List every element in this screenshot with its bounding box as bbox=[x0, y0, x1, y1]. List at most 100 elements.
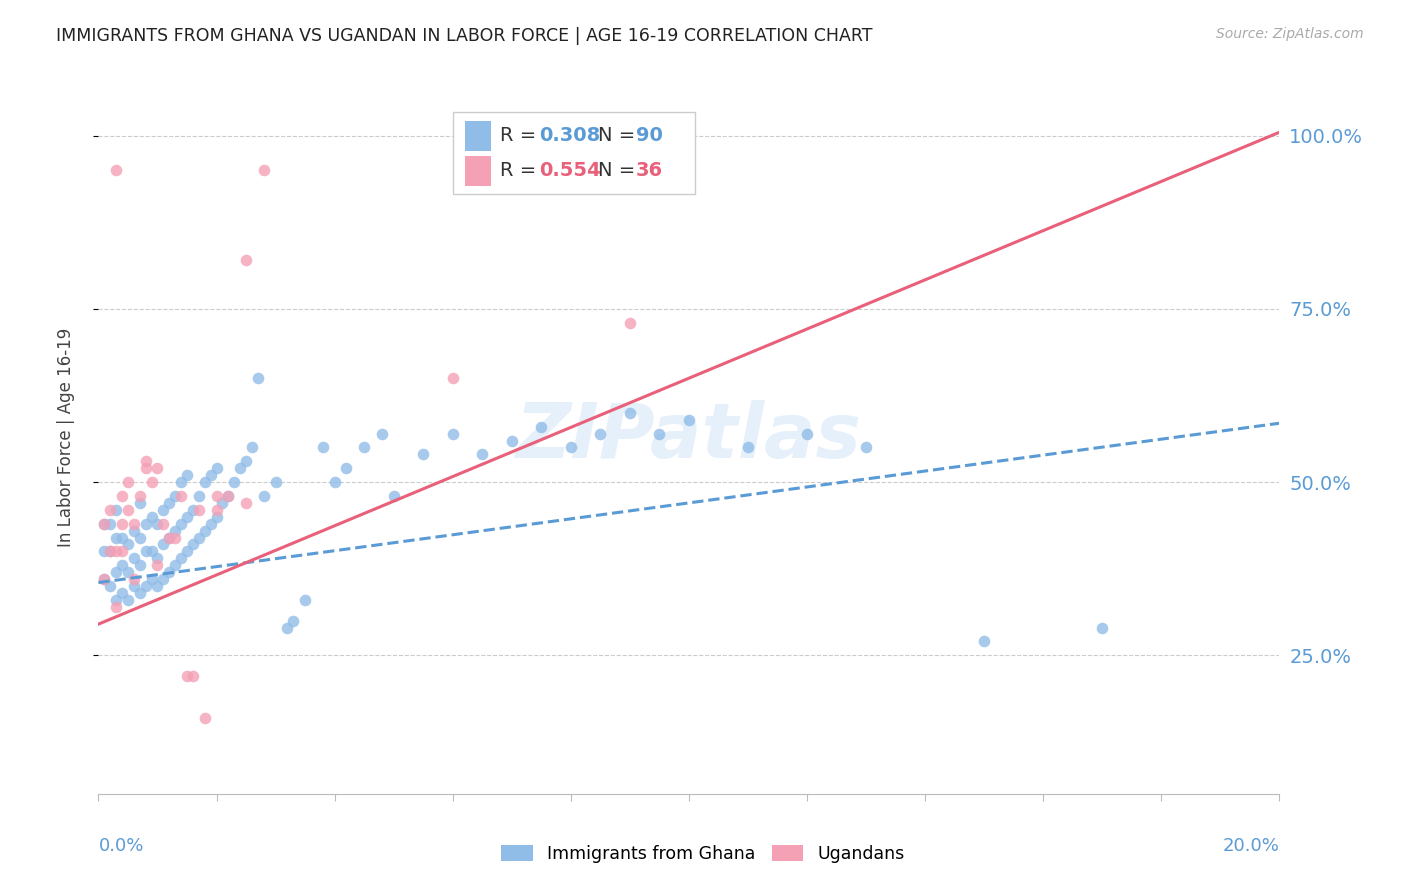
Point bbox=[128, 496, 150, 510]
Point bbox=[141, 475, 163, 489]
Text: 0.554: 0.554 bbox=[538, 161, 600, 180]
Point bbox=[122, 516, 145, 531]
Point bbox=[441, 371, 464, 385]
Point bbox=[205, 509, 228, 524]
Point bbox=[530, 419, 553, 434]
Point bbox=[323, 475, 346, 489]
Text: R =: R = bbox=[501, 161, 543, 180]
Point bbox=[135, 579, 157, 593]
Point bbox=[165, 531, 187, 545]
Point bbox=[117, 537, 139, 551]
Point bbox=[253, 489, 276, 503]
Point bbox=[98, 503, 121, 517]
Text: 0.0%: 0.0% bbox=[98, 837, 143, 855]
Point bbox=[412, 447, 434, 461]
Point bbox=[619, 316, 641, 330]
Point bbox=[205, 503, 228, 517]
Point bbox=[152, 516, 174, 531]
Point bbox=[117, 565, 139, 579]
Point bbox=[141, 572, 163, 586]
Point bbox=[152, 537, 174, 551]
Point bbox=[128, 586, 150, 600]
Point bbox=[157, 531, 180, 545]
Point bbox=[135, 544, 157, 558]
Point bbox=[157, 496, 180, 510]
Point bbox=[194, 475, 217, 489]
Point bbox=[181, 503, 204, 517]
Point bbox=[117, 503, 139, 517]
Point bbox=[973, 634, 995, 648]
Point bbox=[205, 461, 228, 475]
Point bbox=[135, 516, 157, 531]
Point bbox=[146, 461, 169, 475]
Text: IMMIGRANTS FROM GHANA VS UGANDAN IN LABOR FORCE | AGE 16-19 CORRELATION CHART: IMMIGRANTS FROM GHANA VS UGANDAN IN LABO… bbox=[56, 27, 873, 45]
Bar bbox=[464, 121, 491, 151]
Bar bbox=[464, 156, 491, 186]
Point bbox=[855, 441, 877, 455]
Point bbox=[382, 489, 405, 503]
Point bbox=[111, 586, 134, 600]
Point bbox=[141, 509, 163, 524]
Text: N =: N = bbox=[598, 161, 641, 180]
Point bbox=[128, 489, 150, 503]
Point bbox=[187, 531, 209, 545]
Point bbox=[176, 509, 198, 524]
Point bbox=[111, 516, 134, 531]
Point bbox=[122, 524, 145, 538]
Point bbox=[93, 572, 115, 586]
Point bbox=[283, 614, 305, 628]
Point bbox=[93, 572, 115, 586]
Point bbox=[98, 544, 121, 558]
Point bbox=[165, 489, 187, 503]
Point bbox=[93, 516, 115, 531]
Point bbox=[141, 544, 163, 558]
Point bbox=[181, 669, 204, 683]
Point bbox=[253, 163, 276, 178]
Text: N =: N = bbox=[598, 127, 641, 145]
Point bbox=[501, 434, 523, 448]
Text: Source: ZipAtlas.com: Source: ZipAtlas.com bbox=[1216, 27, 1364, 41]
Point bbox=[117, 475, 139, 489]
Point bbox=[229, 461, 252, 475]
Y-axis label: In Labor Force | Age 16-19: In Labor Force | Age 16-19 bbox=[56, 327, 75, 547]
Point bbox=[335, 461, 357, 475]
Point bbox=[146, 551, 169, 566]
Point bbox=[105, 503, 128, 517]
Point bbox=[796, 426, 818, 441]
Point bbox=[176, 468, 198, 483]
Point bbox=[276, 621, 298, 635]
Point bbox=[648, 426, 671, 441]
Point bbox=[98, 544, 121, 558]
Point bbox=[111, 544, 134, 558]
Legend: Immigrants from Ghana, Ugandans: Immigrants from Ghana, Ugandans bbox=[495, 838, 911, 870]
Point bbox=[98, 579, 121, 593]
Point bbox=[200, 516, 222, 531]
Point bbox=[264, 475, 287, 489]
Text: 36: 36 bbox=[636, 161, 662, 180]
Point bbox=[187, 489, 209, 503]
Point bbox=[235, 496, 257, 510]
Point bbox=[117, 593, 139, 607]
Point bbox=[194, 524, 217, 538]
Point bbox=[105, 599, 128, 614]
Point bbox=[176, 669, 198, 683]
Point bbox=[135, 454, 157, 468]
Point bbox=[157, 531, 180, 545]
Point bbox=[111, 531, 134, 545]
Point bbox=[152, 503, 174, 517]
Point bbox=[135, 461, 157, 475]
Point bbox=[240, 441, 263, 455]
Point bbox=[217, 489, 239, 503]
Text: 20.0%: 20.0% bbox=[1223, 837, 1279, 855]
Point bbox=[122, 551, 145, 566]
Point bbox=[187, 503, 209, 517]
Point bbox=[181, 537, 204, 551]
Point bbox=[111, 489, 134, 503]
Point bbox=[122, 572, 145, 586]
Point bbox=[122, 579, 145, 593]
Point bbox=[165, 524, 187, 538]
Point bbox=[146, 558, 169, 573]
Point bbox=[471, 447, 494, 461]
Point bbox=[224, 475, 246, 489]
Point bbox=[157, 565, 180, 579]
